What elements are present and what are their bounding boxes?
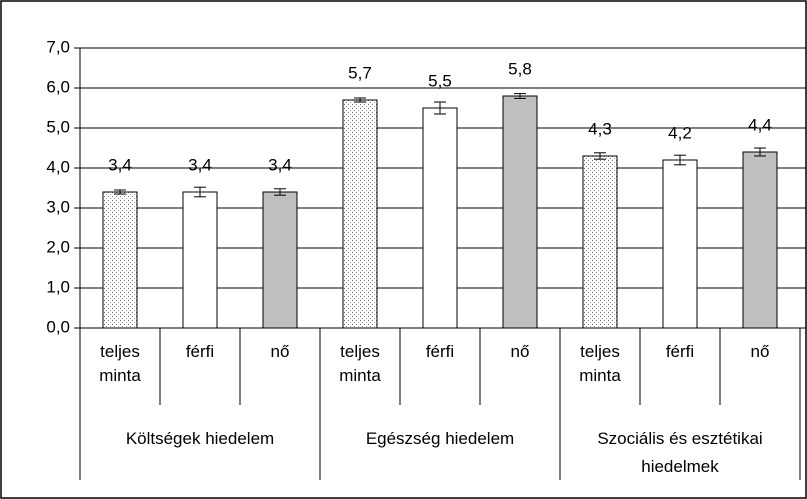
group-label: Költségek hiedelem (125, 429, 275, 448)
x-tick-label: férfi (665, 342, 695, 361)
bar (182, 191, 218, 329)
value-label: 5,8 (508, 59, 532, 78)
x-tick-label: férfi (425, 342, 455, 361)
y-tick-label: 6,0 (46, 77, 70, 96)
bar (342, 99, 378, 329)
value-label: 4,2 (668, 123, 692, 142)
value-label: 4,4 (748, 115, 772, 134)
y-tick-label: 4,0 (46, 157, 70, 176)
y-tick-label: 3,0 (46, 197, 70, 216)
x-tick-label: teljes minta (579, 342, 621, 385)
y-tick-label: 7,0 (46, 37, 70, 56)
value-label: 3,4 (268, 155, 292, 174)
y-tick-label: 2,0 (46, 237, 70, 256)
x-tick-label: nő (750, 342, 770, 361)
bar (102, 191, 138, 329)
value-label: 3,4 (188, 155, 212, 174)
y-tick-label: 0,0 (46, 317, 70, 336)
y-tick-label: 5,0 (46, 117, 70, 136)
value-label: 5,5 (428, 71, 452, 90)
group-label: Egészség hiedelem (365, 429, 515, 448)
group-label: Szociális és esztétikai hiedelmek (597, 429, 763, 476)
bar (262, 191, 298, 329)
bar (422, 107, 458, 329)
bar (742, 151, 778, 329)
value-label: 3,4 (108, 155, 132, 174)
value-label: 5,7 (348, 63, 372, 82)
x-tick-label: teljes minta (339, 342, 381, 385)
x-tick-label: nő (510, 342, 530, 361)
y-tick-label: 1,0 (46, 277, 70, 296)
x-tick-label: teljes minta (99, 342, 141, 385)
value-label: 4,3 (588, 119, 612, 138)
bar (662, 159, 698, 329)
x-tick-label: férfi (185, 342, 215, 361)
bar (502, 95, 538, 329)
x-tick-label: nő (270, 342, 290, 361)
bar (582, 155, 618, 329)
